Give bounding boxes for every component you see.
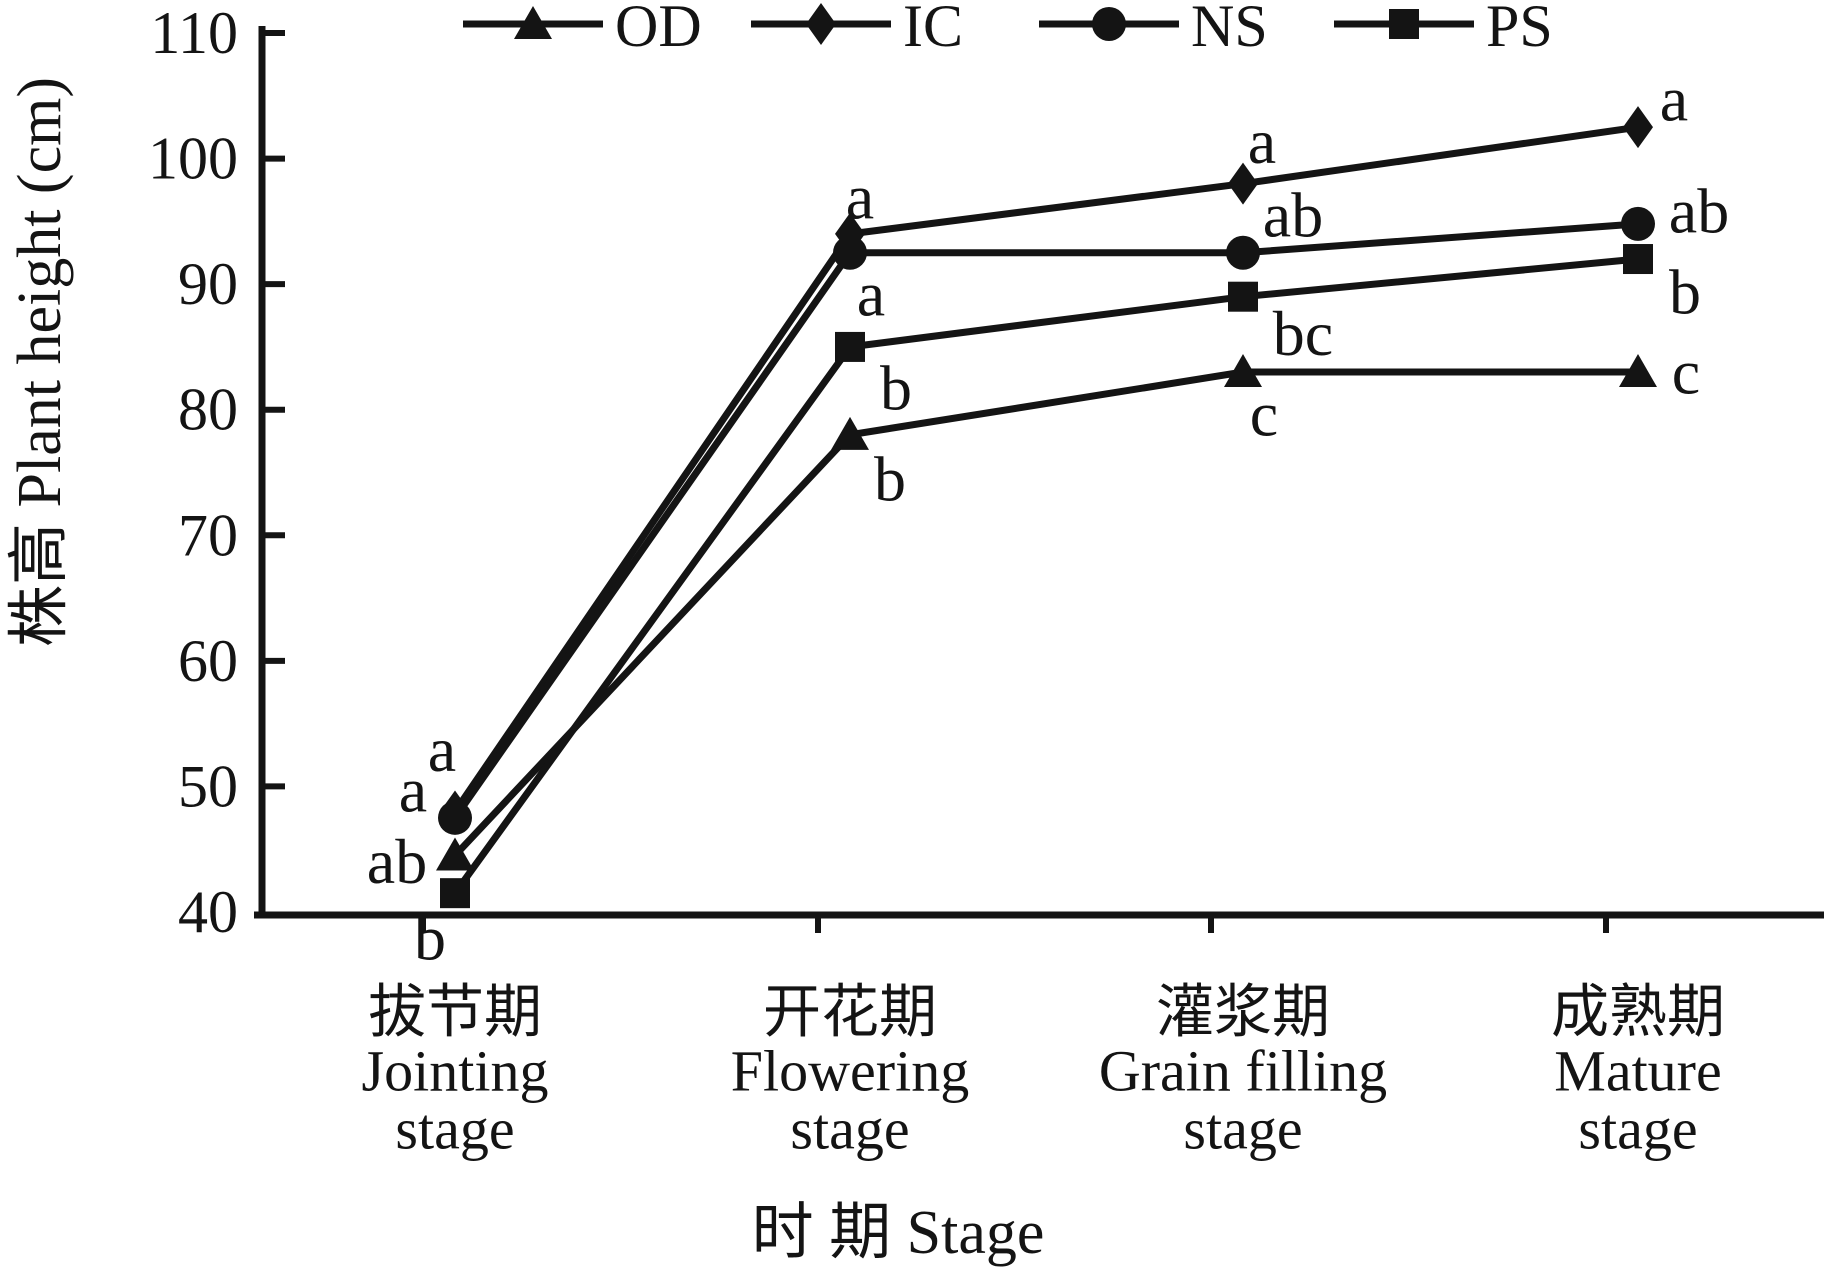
series-PS-marker-3 [1623,244,1653,275]
legend-label-NS: NS [1191,0,1268,59]
sig-letter-IC-0: a [428,714,456,785]
series-OD-marker-0 [436,837,474,871]
series-NS-marker-2 [1226,235,1260,270]
y-tick-label-60: 60 [178,628,238,694]
category-label-3-line-1: Mature [1554,1039,1722,1104]
legend-label-IC: IC [903,0,963,59]
sig-letter-NS-3: ab [1669,175,1729,246]
series-PS-marker-1 [835,331,865,362]
category-label-3-line-0: 成熟期 [1551,980,1725,1045]
category-label-2-line-2: stage [1183,1097,1302,1162]
sig-letter-NS-0: a [399,754,427,825]
series-OD-marker-2 [1224,354,1262,388]
y-axis-title: 株高 Plant height (cm) [6,77,74,647]
series-NS-line [452,220,1639,820]
series-OD-line [452,368,1638,858]
y-tick-label-50: 50 [178,753,238,819]
category-label-1-line-1: Flowering [731,1039,969,1104]
y-tick-label-70: 70 [178,502,238,568]
legend-label-PS: PS [1486,0,1553,59]
category-label-2-line-1: Grain filling [1099,1039,1387,1104]
series-PS-marker-0 [440,878,470,909]
series-PS-marker-2 [1228,281,1258,312]
category-label-0-line-0: 拔节期 [368,980,542,1045]
sig-letter-PS-0: b [414,903,446,974]
sig-letter-PS-3: b [1669,257,1701,328]
category-label-1-line-0: 开花期 [763,980,937,1045]
category-label-2-line-0: 灌浆期 [1156,980,1330,1045]
category-label-0-line-2: stage [395,1097,514,1162]
sig-letter-PS-2: bc [1273,298,1333,369]
y-tick-label-100: 100 [148,126,238,192]
series-IC-marker-2 [1228,162,1258,205]
series-PS-line [452,255,1639,896]
sig-letter-NS-2: ab [1263,179,1323,250]
sig-letter-PS-1: b [880,352,912,423]
series-OD-marker-1 [831,416,869,450]
series-OD-marker-3 [1619,354,1657,388]
category-label-3-line-2: stage [1578,1097,1697,1162]
sig-letter-IC-2: a [1248,106,1276,177]
category-label-0-line-1: Jointing [362,1039,549,1104]
series-NS-marker-1 [833,235,867,270]
sig-letter-OD-3: c [1672,337,1700,408]
y-tick-label-40: 40 [178,879,238,945]
series-NS-marker-0 [438,800,472,835]
legend-diamond-icon [806,3,836,45]
series-IC-marker-3 [1623,106,1653,149]
sig-letter-OD-0: ab [367,826,427,897]
category-label-1-line-2: stage [790,1097,909,1162]
legend-circle-icon [1092,7,1126,41]
x-axis-title: 时 期 Stage [752,1199,1045,1267]
sig-letter-IC-1: a [846,161,874,232]
series-IC-line [452,123,1639,814]
sig-letter-NS-1: a [857,258,885,329]
sig-letter-IC-3: a [1660,64,1688,135]
series-NS-marker-3 [1621,206,1655,241]
y-tick-label-90: 90 [178,251,238,317]
sig-letter-OD-2: c [1250,379,1278,450]
y-tick-label-80: 80 [178,377,238,443]
legend-triangle-icon [514,6,552,39]
y-tick-label-110: 110 [150,0,238,66]
legend-square-icon [1389,9,1419,39]
sig-letter-OD-1: b [874,443,906,514]
legend-label-OD: OD [615,0,702,59]
